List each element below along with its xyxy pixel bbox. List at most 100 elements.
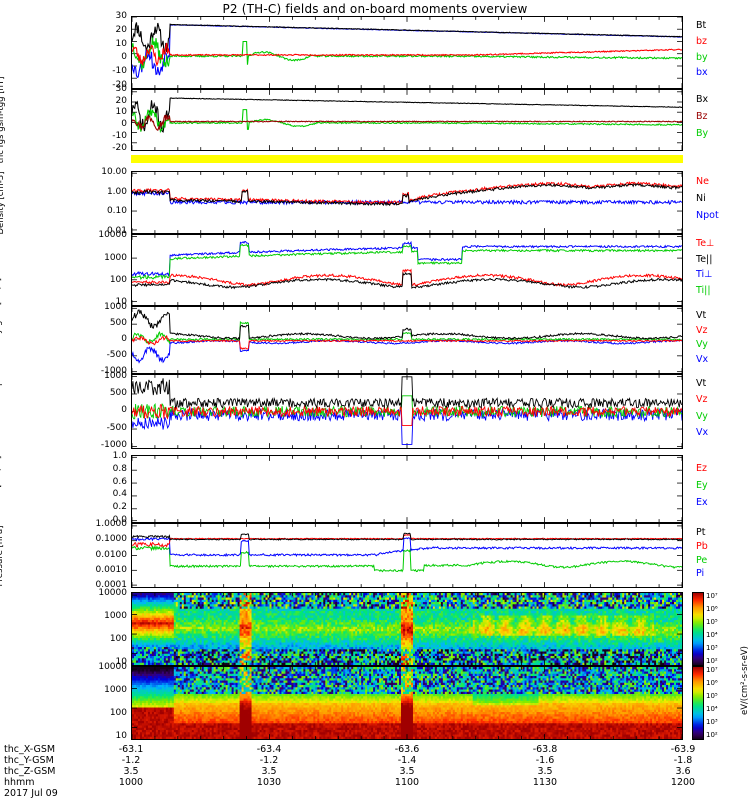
x-axis-value-0-2: -63.6 <box>394 744 420 755</box>
y-tick-density-0: 10.00 <box>101 167 127 178</box>
legend-efield-Ey: Ey <box>696 479 708 491</box>
y-tick-peer-eflux-3: 10 <box>115 731 127 742</box>
y-tick-pressure-4: 0.0001 <box>95 579 128 590</box>
y-tick-efield-0: 1.0 <box>112 451 127 462</box>
y-tick-pressure-3: 0.0010 <box>95 564 128 575</box>
plot-panel-fgs-gsm-tgg <box>131 89 683 151</box>
legend-fgs-gsm-tgg-Bz: Bz <box>696 110 708 122</box>
legend-magt3-Ti: Ti⊥ <box>696 269 713 280</box>
legend-pressure-Pb: Pb <box>696 540 708 552</box>
x-axis-value-3-2: 1100 <box>394 777 420 788</box>
legend-density-Ne: Ne <box>696 176 709 187</box>
x-axis-value-0-1: -63.4 <box>256 744 282 755</box>
legend-magt3-Te: Te⊥ <box>696 238 715 249</box>
y-tick-fgs-gsm-tgg-0: 30 <box>115 84 127 94</box>
y-axis-label-pressure: Pressure [nPa] <box>0 525 5 586</box>
y-tick-peem-velocity-1: 500 <box>109 387 127 398</box>
y-tick-density-3: 0.01 <box>106 225 127 236</box>
x-axis-value-0-4: -63.9 <box>670 744 696 755</box>
plot-panel-efield <box>131 455 683 523</box>
colorbar-electron <box>692 666 704 740</box>
y-tick-peir-eflux-3: 10 <box>115 657 127 668</box>
x-axis-value-3-1: 1030 <box>256 777 282 788</box>
legend-fgs-gsm-Bt: Bt <box>696 20 707 31</box>
legend-fgs-gsm-by: by <box>696 51 708 63</box>
y-tick-fgs-gsm-3: 0 <box>121 52 127 63</box>
colorbar-ion <box>692 592 704 666</box>
y-tick-efield-3: 0.4 <box>112 489 127 500</box>
x-axis-value-2-3: 3.5 <box>537 766 553 777</box>
y-tick-pressure-2: 0.0100 <box>95 549 128 560</box>
legend-peim-velocity-Vy: Vy <box>696 339 708 350</box>
y-tick-fgs-gsm-1: 20 <box>115 24 127 35</box>
colorbar-units-label: eV/(cm²-s-sr-eV) <box>740 646 750 715</box>
x-axis-value-1-2: -1.4 <box>397 755 417 766</box>
y-tick-fgs-gsm-2: 10 <box>115 38 127 49</box>
plot-panel-pressure <box>131 523 683 588</box>
y-tick-pressure-1: 0.1000 <box>95 534 128 545</box>
x-axis-row-label-thc_Z_GSM: thc_Z-GSM <box>4 766 56 777</box>
legend-peim-velocity-Vt: Vt <box>696 310 707 321</box>
y-tick-fgs-gsm-4: -10 <box>112 66 127 77</box>
legend-fgs-gsm-tgg-By: By <box>696 127 709 139</box>
colorbar-tick-ion-5: 10² <box>706 657 718 665</box>
x-axis-value-3-0: 1000 <box>118 777 144 788</box>
x-axis-value-3-3: 1130 <box>532 777 558 788</box>
y-tick-peer-eflux-0: 10000 <box>98 662 127 673</box>
y-tick-density-1: 1.00 <box>106 186 127 197</box>
x-axis-value-0-3: -63.8 <box>532 744 558 755</box>
y-tick-density-2: 0.10 <box>106 206 127 217</box>
colorbar-tick-electron-0: 10⁷ <box>706 666 718 674</box>
y-tick-peir-eflux-1: 1000 <box>104 611 127 622</box>
y-tick-peim-velocity-2: 0 <box>121 333 127 344</box>
legend-fgs-gsm-bx: bx <box>696 67 708 79</box>
x-axis-value-1-3: -1.6 <box>535 755 555 766</box>
y-tick-peim-velocity-3: -500 <box>106 349 127 360</box>
plot-panel-peim-velocity <box>131 306 683 374</box>
legend-efield-Ex: Ex <box>696 496 708 508</box>
legend-peim-velocity-Vz: Vz <box>696 324 708 336</box>
y-tick-peem-velocity-3: -500 <box>106 422 127 433</box>
y-tick-peim-velocity-0: 1000 <box>104 302 127 313</box>
legend-pressure-Pe: Pe <box>696 554 708 566</box>
colorbar-tick-ion-4: 10³ <box>706 644 718 652</box>
y-tick-fgs-gsm-tgg-5: -20 <box>112 142 127 153</box>
y-tick-peem-velocity-0: 1000 <box>104 370 127 381</box>
y-tick-fgs-gsm-tgg-2: 10 <box>115 107 127 118</box>
legend-peem-velocity-Vt: Vt <box>696 378 707 389</box>
status-bar-yellow <box>131 155 683 163</box>
plot-panel-peem-velocity <box>131 374 683 449</box>
y-tick-fgs-gsm-tgg-3: 0 <box>121 119 127 130</box>
y-tick-magt3-0: 10000 <box>98 230 127 241</box>
plot-panel-magt3 <box>131 234 683 306</box>
legend-pressure-Pt: Pt <box>696 527 706 538</box>
y-tick-magt3-1: 1000 <box>104 252 127 263</box>
x-axis-value-3-4: 1200 <box>670 777 696 788</box>
y-tick-magt3-3: 10 <box>115 297 127 308</box>
y-tick-magt3-2: 100 <box>109 275 127 286</box>
y-tick-fgs-gsm-tgg-4: -10 <box>112 130 127 141</box>
y-tick-peer-eflux-2: 100 <box>109 708 127 719</box>
legend-peem-velocity-Vz: Vz <box>696 394 708 406</box>
legend-magt3-Ti: Ti|| <box>696 284 711 296</box>
legend-peem-velocity-Vx: Vx <box>696 426 709 438</box>
colorbar-tick-ion-0: 10⁷ <box>706 592 718 600</box>
colorbar-tick-ion-1: 10⁶ <box>706 605 718 613</box>
colorbar-tick-electron-2: 10⁵ <box>706 692 718 700</box>
colorbar-tick-electron-4: 10³ <box>706 718 718 726</box>
x-axis-row-label-thc_X_GSM: thc_X-GSM <box>4 744 56 755</box>
legend-magt3-Te: Te|| <box>696 253 713 265</box>
y-tick-peir-eflux-0: 10000 <box>98 588 127 599</box>
plot-panel-fgs-gsm <box>131 16 683 89</box>
legend-efield-Ez: Ez <box>696 462 707 474</box>
x-axis-value-1-1: -1.2 <box>259 755 279 766</box>
date-label: 2017 Jul 09 <box>4 788 58 799</box>
y-tick-peem-velocity-2: 0 <box>121 405 127 416</box>
y-tick-efield-2: 0.6 <box>112 476 127 487</box>
plot-panel-peir-eflux <box>131 592 683 666</box>
x-axis-value-2-1: 3.5 <box>261 766 277 777</box>
colorbar-tick-ion-2: 10⁵ <box>706 618 718 626</box>
legend-density-Ni: Ni <box>696 193 706 204</box>
x-axis-row-label-thc_Y_GSM: thc_Y-GSM <box>4 755 54 766</box>
y-tick-pressure-0: 1.0000 <box>95 519 128 530</box>
